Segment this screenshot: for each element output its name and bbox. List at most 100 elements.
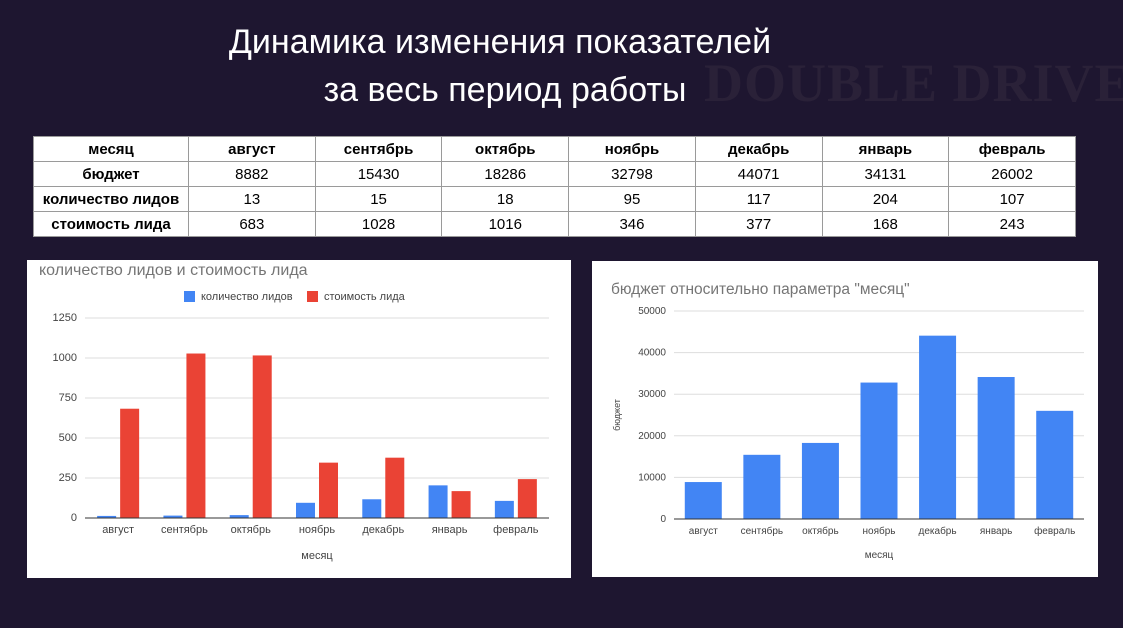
x-tick-label: январь (432, 524, 468, 536)
table-cell: 15 (314, 186, 443, 212)
x-tick-label: ноябрь (299, 524, 336, 536)
table-cell: 1016 (441, 211, 570, 237)
row-label: стоимость лида (33, 211, 189, 237)
chart-title: бюджет относительно параметра "месяц" (611, 281, 910, 298)
bar-budget (801, 442, 839, 519)
y-tick-label: 0 (71, 512, 77, 524)
x-tick-label: октябрь (231, 524, 271, 536)
legend-swatch (307, 291, 318, 302)
legend-label: количество лидов (201, 291, 293, 303)
x-tick-label: август (102, 524, 134, 536)
leads-chart-panel: количество лидов и стоимость лида 0 250 500… (27, 260, 571, 578)
table-cell: 15430 (314, 161, 443, 187)
watermark-logo: DOUBLE DRIVE (704, 53, 1123, 113)
chart-title: количество лидов и стоимость лида (39, 262, 308, 279)
leads-cost-chart: количество лидов и стоимость лида 0 250 500… (39, 262, 549, 562)
y-tick-label: 1250 (53, 312, 77, 324)
table-cell: 26002 (948, 161, 1076, 187)
table-cell: 18 (441, 186, 570, 212)
bar-budget (1036, 410, 1074, 519)
row-label: количество лидов (33, 186, 189, 212)
y-tick-label: 0 (660, 514, 666, 525)
y-tick-label: 750 (59, 392, 77, 404)
x-tick-label: октябрь (802, 525, 839, 537)
table-cell: 204 (821, 186, 950, 212)
bar-leads (163, 515, 183, 518)
title-line-1: Динамика изменения показателей (228, 23, 772, 61)
page-title: Динамика изменения показателей за весь п… (0, 18, 1000, 114)
table-header-cell: февраль (948, 136, 1076, 162)
bar-leads (97, 515, 117, 518)
x-axis-label: месяц (865, 550, 894, 561)
table-header-cell: сентябрь (314, 136, 443, 162)
bar-leads (229, 515, 249, 518)
table-header-cell: октябрь (441, 136, 570, 162)
bar-cost (186, 353, 206, 518)
x-tick-label: февраль (1034, 525, 1075, 537)
x-tick-label: декабрь (362, 524, 404, 536)
bar-cost (120, 408, 140, 518)
bar-budget (919, 335, 957, 519)
table-header-cell: ноябрь (568, 136, 696, 162)
table-cell: 34131 (821, 161, 950, 187)
x-tick-label: ноябрь (863, 525, 896, 537)
legend-swatch (184, 291, 195, 302)
bar-leads (362, 499, 382, 518)
x-tick-label: декабрь (919, 525, 957, 537)
table-cell: 44071 (694, 161, 823, 187)
table-row: бюджет 8882 15430 18286 32798 44071 3413… (33, 161, 1076, 187)
budget-chart: бюджет относительно параметра "месяц" 0 10… (611, 281, 1084, 561)
table-cell: 107 (948, 186, 1076, 212)
bar-budget (860, 382, 898, 519)
bar-leads (296, 502, 315, 518)
y-tick-label: 40000 (638, 348, 666, 359)
bar-cost (385, 457, 405, 518)
bar-cost (517, 479, 537, 518)
budget-chart-panel: бюджет относительно параметра "месяц" 0 10… (592, 261, 1098, 577)
x-tick-label: сентябрь (741, 525, 784, 537)
bar-leads (494, 500, 514, 518)
table-row: стоимость лида 683 1028 1016 346 377 168… (33, 211, 1076, 237)
x-tick-label: август (689, 526, 718, 537)
x-tick-label: январь (980, 526, 1012, 537)
y-tick-label: 10000 (638, 472, 666, 483)
bar-budget (977, 377, 1015, 519)
bar-cost (319, 462, 338, 518)
table-header-cell: август (188, 136, 316, 162)
table-header-cell: январь (821, 136, 950, 162)
table-cell: 8882 (188, 161, 316, 187)
table-header-cell: декабрь (694, 136, 823, 162)
table-cell: 683 (188, 211, 316, 237)
y-tick-label: 250 (59, 472, 77, 484)
table-cell: 168 (821, 211, 950, 237)
bar-cost (451, 491, 471, 518)
table-cell: 117 (694, 186, 823, 212)
y-tick-label: 1000 (53, 352, 77, 364)
table-cell: 95 (568, 186, 696, 212)
table-row: количество лидов 13 15 18 95 117 204 107 (33, 186, 1076, 212)
bar-budget (743, 454, 781, 519)
row-label: бюджет (33, 161, 189, 187)
table-cell: 1028 (314, 211, 443, 237)
table-cell: 346 (568, 211, 696, 237)
bar-cost (252, 355, 272, 518)
y-tick-label: 30000 (638, 389, 666, 400)
x-tick-label: сентябрь (161, 524, 208, 536)
title-line-2: за весь период работы (323, 71, 687, 109)
x-tick-label: февраль (493, 524, 539, 536)
y-tick-label: 500 (59, 432, 77, 444)
table-cell: 13 (188, 186, 316, 212)
y-axis-label: бюджет (612, 399, 622, 431)
y-tick-label: 50000 (638, 306, 666, 317)
metrics-table: месяц август сентябрь октябрь ноябрь дек… (33, 136, 1076, 237)
bar-budget (684, 482, 722, 519)
x-axis-label: месяц (301, 550, 333, 562)
bar-leads (428, 485, 448, 518)
table-cell: 377 (694, 211, 823, 237)
y-tick-label: 20000 (638, 431, 666, 442)
table-cell: 243 (948, 211, 1076, 237)
table-cell: 18286 (441, 161, 570, 187)
table-cell: 32798 (568, 161, 696, 187)
table-header-row: месяц август сентябрь октябрь ноябрь дек… (33, 136, 1076, 162)
legend-label: стоимость лида (324, 291, 406, 303)
